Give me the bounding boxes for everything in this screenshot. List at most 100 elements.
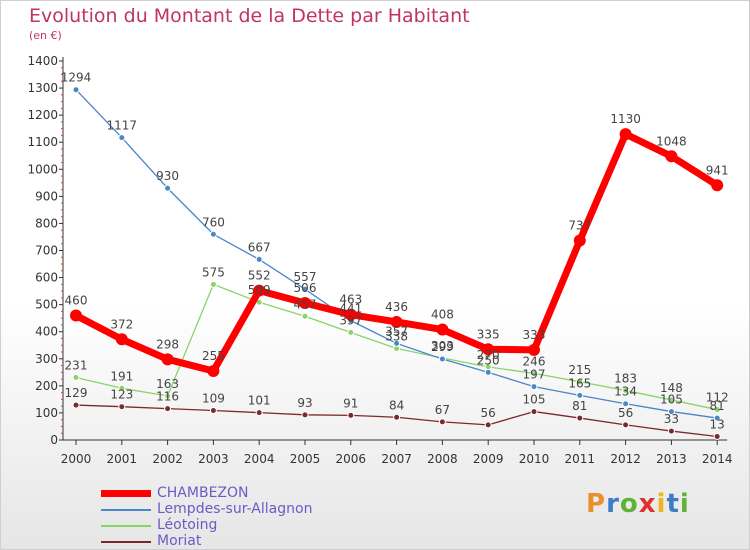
logo-letter: x — [638, 489, 657, 519]
data-label: 1117 — [107, 119, 138, 133]
data-point — [347, 329, 355, 337]
data-label: 112 — [706, 391, 729, 405]
legend-swatch — [101, 509, 151, 511]
data-label: 552 — [248, 269, 271, 283]
data-label: 298 — [156, 337, 179, 351]
legend-label: Moriat — [157, 533, 202, 549]
data-point — [484, 368, 492, 376]
data-point — [438, 355, 446, 363]
x-tick-label: 2006 — [336, 452, 367, 466]
logo-letter: r — [606, 489, 620, 519]
y-tick-label: 400 — [35, 325, 58, 339]
y-tick-label: 500 — [35, 298, 58, 312]
data-point — [164, 184, 172, 192]
data-label: 760 — [202, 215, 225, 229]
data-point — [576, 391, 584, 399]
data-point — [347, 411, 355, 419]
data-point — [164, 405, 172, 413]
data-label: 457 — [294, 297, 317, 311]
data-label: 509 — [248, 283, 271, 297]
data-label: 667 — [248, 240, 271, 254]
y-tick-label: 600 — [35, 271, 58, 285]
legend-label: Léotoing — [157, 517, 218, 533]
data-point — [438, 418, 446, 426]
data-label: 1294 — [61, 71, 92, 85]
data-point — [209, 406, 217, 414]
x-tick-label: 2009 — [473, 452, 504, 466]
data-point — [622, 386, 630, 394]
data-label: 215 — [568, 363, 591, 377]
data-label: 941 — [706, 163, 729, 177]
data-point — [255, 255, 263, 263]
legend-item: Lempdes-sur-Allagnon — [101, 501, 361, 518]
data-point — [390, 315, 403, 328]
data-point — [301, 411, 309, 419]
legend-swatch — [101, 541, 151, 543]
data-point — [528, 343, 540, 356]
x-tick-label: 2014 — [702, 452, 733, 466]
data-point — [665, 150, 678, 163]
y-tick-label: 900 — [35, 189, 58, 203]
data-point — [161, 353, 174, 366]
data-label: 101 — [248, 394, 271, 408]
data-point — [344, 308, 357, 321]
data-label: 460 — [65, 293, 88, 307]
data-point — [72, 86, 80, 94]
data-label: 67 — [435, 403, 450, 417]
logo-letter: o — [619, 489, 639, 519]
data-point — [713, 432, 721, 440]
data-point — [436, 323, 449, 336]
logo-letter: t — [666, 489, 680, 519]
data-label: 109 — [202, 391, 225, 405]
x-tick-label: 2012 — [610, 452, 641, 466]
x-tick-label: 2005 — [290, 452, 321, 466]
data-label: 84 — [389, 398, 404, 412]
y-tick-label: 1200 — [27, 108, 58, 122]
x-tick-label: 2008 — [427, 452, 458, 466]
data-point — [393, 413, 401, 421]
data-point — [299, 297, 311, 310]
data-label: 372 — [110, 317, 133, 331]
data-label: 56 — [481, 406, 496, 420]
data-label: 231 — [65, 358, 88, 372]
data-label: 105 — [523, 393, 546, 407]
data-point — [253, 284, 266, 297]
x-tick-label: 2003 — [198, 452, 229, 466]
data-label: 575 — [202, 265, 225, 279]
data-point — [622, 400, 630, 408]
data-point — [576, 378, 584, 386]
data-label: 333 — [523, 328, 546, 342]
logo-letter: i — [679, 489, 690, 519]
data-point — [164, 392, 172, 400]
data-point — [573, 234, 586, 247]
data-label: 299 — [431, 340, 454, 354]
data-point — [576, 414, 584, 422]
proxiti-logo: Proxiti — [586, 489, 690, 519]
data-label: 408 — [431, 308, 454, 322]
chart-title: Evolution du Montant de la Dette par Hab… — [29, 5, 470, 27]
data-point — [301, 312, 309, 320]
y-tick-label: 800 — [35, 216, 58, 230]
legend-label: Lempdes-sur-Allagnon — [157, 501, 313, 517]
data-point — [482, 343, 495, 356]
data-point — [530, 383, 538, 391]
data-point — [301, 285, 309, 293]
legend-item: Léotoing — [101, 517, 361, 534]
x-tick-label: 2011 — [565, 452, 596, 466]
data-point — [713, 406, 721, 414]
data-label: 56 — [618, 406, 633, 420]
legend-item: Moriat — [101, 533, 361, 550]
x-tick-label: 2004 — [244, 452, 275, 466]
data-point — [711, 179, 724, 192]
data-label: 441 — [339, 302, 362, 316]
y-tick-label: 1100 — [27, 135, 58, 149]
x-tick-label: 2002 — [152, 452, 183, 466]
data-point — [118, 384, 126, 392]
data-label: 246 — [523, 354, 546, 368]
data-point — [530, 369, 538, 377]
x-tick-label: 2010 — [519, 452, 550, 466]
data-label: 191 — [110, 369, 133, 383]
data-point — [70, 309, 82, 322]
data-label: 93 — [297, 396, 312, 410]
